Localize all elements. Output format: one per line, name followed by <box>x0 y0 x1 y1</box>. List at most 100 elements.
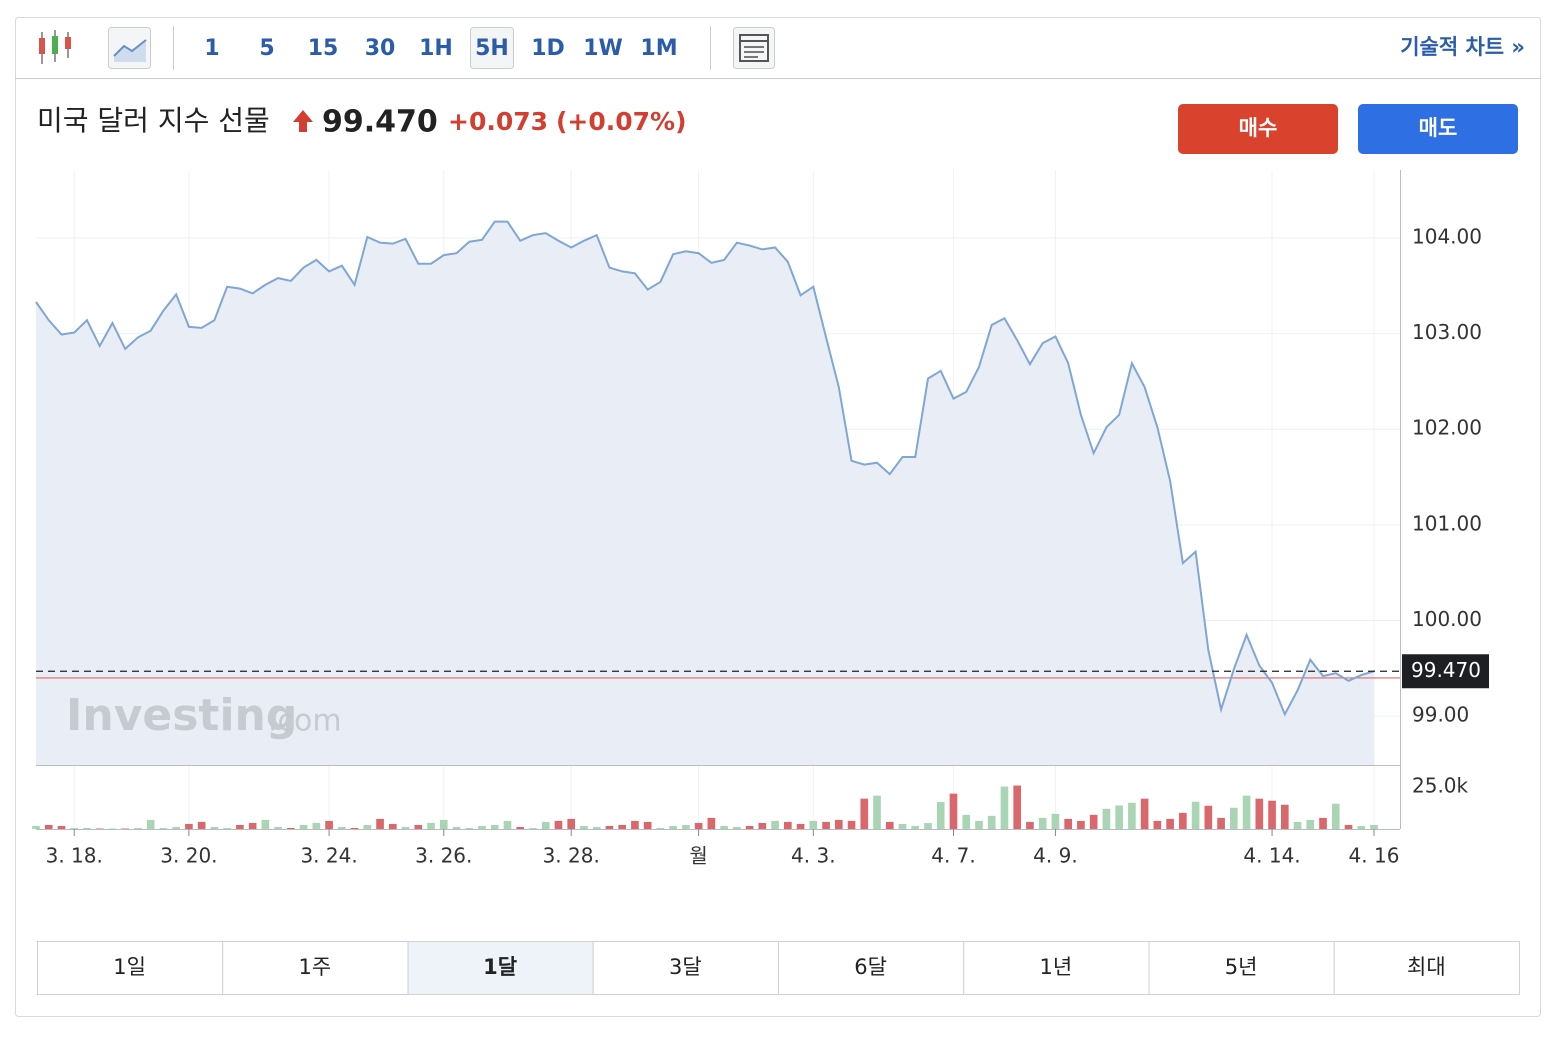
volume-bar <box>490 824 499 829</box>
change: +0.073 <box>448 107 548 136</box>
interval-button[interactable]: 1 <box>204 36 219 61</box>
x-tick-label: 4. 14. <box>1243 844 1300 868</box>
volume-bar <box>1357 825 1366 829</box>
interval-button[interactable]: 5H <box>475 36 509 61</box>
range-tab[interactable] <box>592 941 779 995</box>
range-tab[interactable] <box>963 941 1150 995</box>
volume-bar <box>1268 800 1276 829</box>
range-tab[interactable] <box>778 941 965 995</box>
layout-icon[interactable] <box>733 27 775 69</box>
volume-bar <box>1217 817 1225 829</box>
technical-chart-link[interactable]: 기술적 차트 » <box>1400 35 1525 59</box>
volume-bar <box>924 822 932 829</box>
volume-bar <box>350 827 359 829</box>
volume-bar <box>860 798 869 829</box>
x-tick-label: 4. 16 <box>1349 844 1400 868</box>
volume-bar <box>707 817 716 829</box>
buy-button[interactable] <box>1178 104 1338 154</box>
y-tick-label: 103.00 <box>1412 320 1482 344</box>
volume-bar <box>1038 817 1047 829</box>
buy-label[interactable]: 매수 <box>1239 116 1278 140</box>
volume-bar <box>108 828 117 829</box>
sell-button[interactable] <box>1358 104 1518 154</box>
volume-bar <box>822 821 830 829</box>
volume-bar <box>796 823 805 829</box>
range-tab-label[interactable]: 3달 <box>669 955 702 979</box>
volume-bar <box>834 819 843 829</box>
range-tab-label[interactable]: 1년 <box>1040 955 1073 979</box>
volume-bar <box>694 822 703 829</box>
volume-bar <box>987 815 996 829</box>
volume-bar <box>159 827 168 829</box>
volume-bar <box>83 827 91 829</box>
interval-button[interactable]: 15 <box>308 36 339 61</box>
volume-bar <box>70 827 79 829</box>
price-marker-box <box>1402 654 1489 689</box>
volume-bar <box>771 820 779 829</box>
interval-selected <box>470 27 514 69</box>
volume-bar <box>682 824 690 829</box>
range-tab[interactable] <box>407 941 594 995</box>
range-tab-label[interactable]: 1달 <box>483 955 517 979</box>
volume-bar <box>1051 813 1060 829</box>
interval-button[interactable]: 1W <box>583 36 623 61</box>
volume-bar <box>197 821 206 829</box>
volume-bar <box>172 826 180 829</box>
volume-bar <box>669 825 677 829</box>
line-icon[interactable] <box>108 27 151 69</box>
interval-button[interactable]: 5 <box>259 36 274 61</box>
volume-bar <box>643 821 652 829</box>
range-tab[interactable] <box>1333 941 1520 995</box>
volume-bar <box>873 795 881 829</box>
interval-button[interactable]: 1H <box>419 36 453 61</box>
price-area <box>36 221 1374 765</box>
volume-bar <box>911 825 920 829</box>
price-marker-label: 99.470 <box>1411 658 1481 682</box>
range-tab-label[interactable]: 1일 <box>113 955 146 979</box>
volume-bar <box>248 822 257 829</box>
volume-bar <box>580 825 588 829</box>
volume-bar <box>1089 814 1098 829</box>
volume-bar <box>1242 795 1251 829</box>
volume-bar <box>1102 808 1111 829</box>
range-tab[interactable] <box>37 941 224 995</box>
volume-bar <box>223 827 231 829</box>
interval-button[interactable]: 30 <box>365 36 396 61</box>
range-tab-label[interactable]: 6달 <box>854 955 887 979</box>
volume-bar <box>1280 804 1289 829</box>
candle-icon[interactable] <box>39 30 71 64</box>
volume-bar <box>1179 812 1187 829</box>
x-tick-label: 4. 9. <box>1033 844 1078 868</box>
range-tab[interactable] <box>222 941 409 995</box>
volume-bar <box>1077 820 1085 829</box>
change-pct: (+0.07%) <box>556 107 687 136</box>
volume-bar <box>1064 818 1072 829</box>
volume-bar <box>1293 821 1302 829</box>
y-tick-label: 101.00 <box>1412 511 1482 535</box>
range-tab-label[interactable]: 5년 <box>1225 955 1258 979</box>
sell-label[interactable]: 매도 <box>1419 116 1458 140</box>
x-tick-label: 월 <box>689 844 707 868</box>
volume-bar <box>338 826 346 829</box>
volume-bar <box>95 828 104 829</box>
volume-bar <box>134 827 142 829</box>
volume-bar <box>618 824 626 829</box>
volume-bar <box>452 826 461 829</box>
price-line <box>35 220 1375 717</box>
range-tab-label[interactable]: 최대 <box>1407 955 1446 979</box>
volume-bar <box>962 814 971 829</box>
y-tick-label: 104.00 <box>1412 224 1482 248</box>
volume-bar <box>1344 824 1353 829</box>
interval-button[interactable]: 1D <box>531 36 565 61</box>
x-tick-label: 3. 18. <box>46 844 103 868</box>
volume-bar <box>745 825 754 829</box>
range-tab[interactable] <box>1148 941 1335 995</box>
volume-bar <box>936 802 945 829</box>
price: 99.470 <box>322 105 438 140</box>
range-tab-label[interactable]: 1주 <box>299 955 332 979</box>
y-tick-label: 100.00 <box>1412 607 1482 631</box>
interval-button[interactable]: 1M <box>640 36 677 61</box>
volume-bar <box>121 828 130 829</box>
